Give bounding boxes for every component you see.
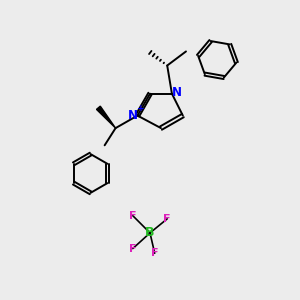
- Text: F: F: [151, 248, 158, 258]
- Text: B: B: [145, 226, 155, 239]
- Text: F: F: [164, 214, 171, 224]
- Text: F: F: [129, 244, 136, 254]
- Text: +: +: [137, 104, 144, 113]
- Text: F: F: [129, 211, 136, 221]
- Polygon shape: [97, 106, 116, 128]
- Text: N: N: [172, 86, 182, 99]
- Text: N: N: [128, 109, 137, 122]
